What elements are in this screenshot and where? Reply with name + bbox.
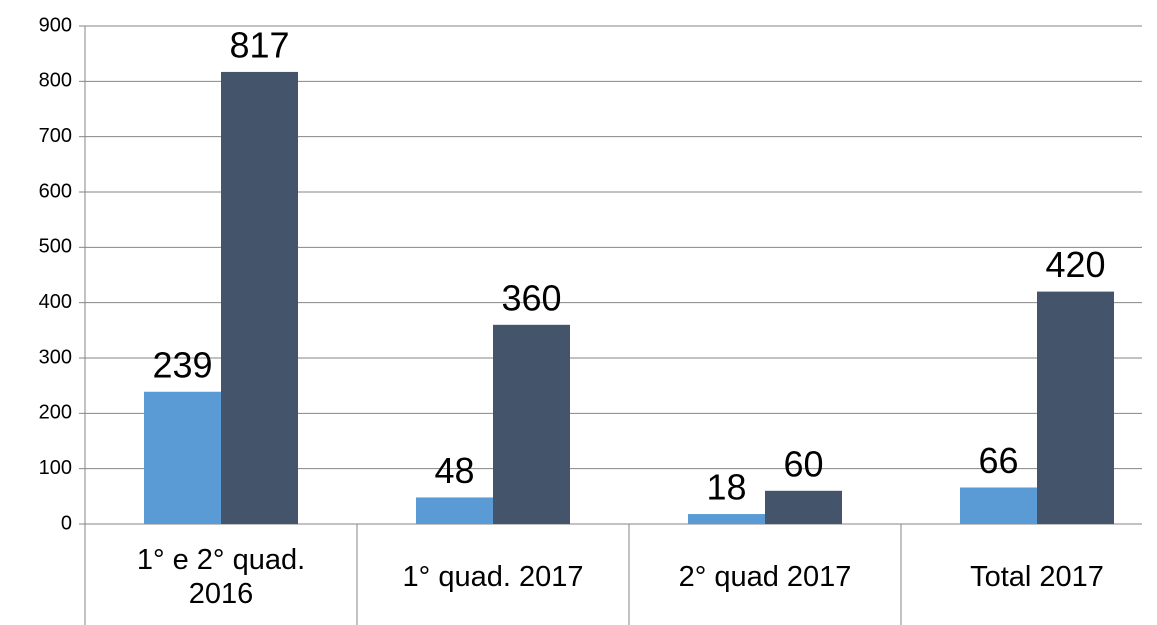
- y-tick-label: 900: [39, 14, 72, 36]
- bar: [1037, 291, 1114, 524]
- data-label: 360: [501, 277, 561, 318]
- x-tick-label: 1° e 2° quad. 2016: [136, 543, 306, 610]
- bar: [960, 487, 1037, 524]
- bar: [765, 490, 842, 524]
- data-label: 66: [978, 440, 1018, 481]
- y-tick-label: 400: [39, 291, 72, 313]
- x-tick-label: Total 2017: [970, 560, 1104, 593]
- y-tick-label: 600: [39, 180, 72, 202]
- x-tick-label: 1° quad. 2017: [402, 560, 584, 593]
- y-tick-label: 100: [39, 457, 72, 479]
- bar: [493, 324, 570, 524]
- x-tick-label: 2° quad 2017: [678, 560, 852, 593]
- y-tick-label: 300: [39, 346, 72, 368]
- y-tick-label: 0: [61, 512, 72, 534]
- bar: [221, 71, 298, 524]
- data-label: 817: [229, 24, 289, 65]
- y-tick-label: 700: [39, 125, 72, 147]
- bar: [416, 497, 493, 524]
- data-label: 239: [152, 344, 212, 385]
- bar: [688, 514, 765, 524]
- y-tick-label: 200: [39, 402, 72, 424]
- data-label: 60: [783, 443, 823, 484]
- bar: [144, 391, 221, 524]
- data-label: 48: [434, 450, 474, 491]
- data-label: 18: [706, 467, 746, 508]
- data-label: 420: [1045, 244, 1105, 285]
- y-tick-label: 500: [39, 236, 72, 258]
- y-tick-label: 800: [39, 70, 72, 92]
